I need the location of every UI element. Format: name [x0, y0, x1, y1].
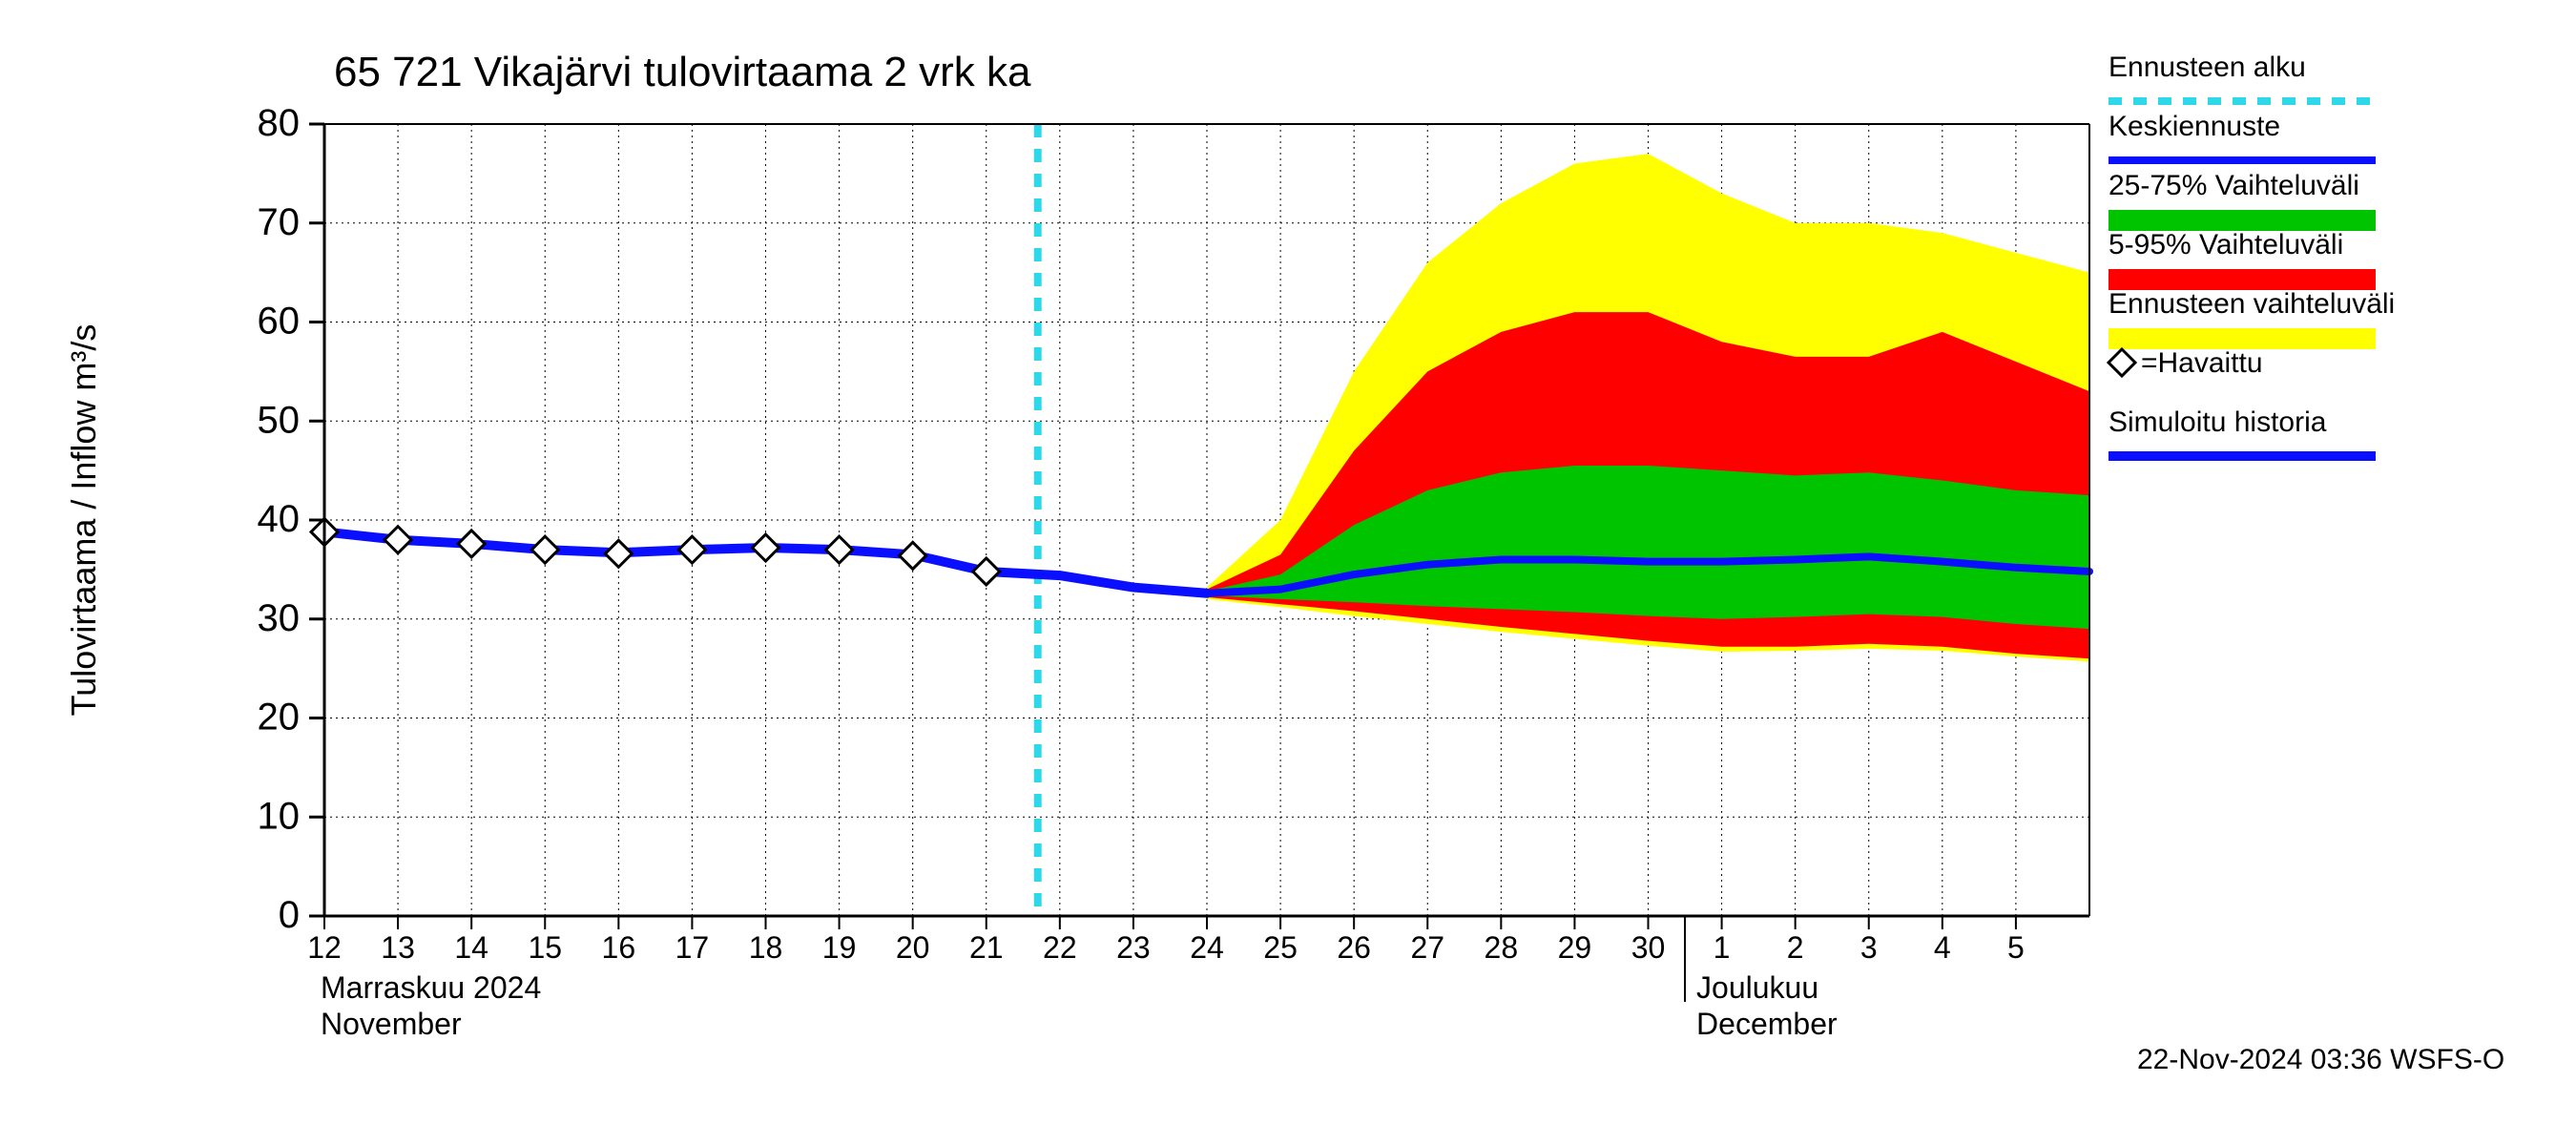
x-tick-label: 21: [969, 930, 1004, 965]
y-tick-label: 10: [258, 795, 301, 837]
x-tick-label: 28: [1485, 930, 1519, 965]
x-tick-label: 22: [1043, 930, 1077, 965]
y-tick-label: 30: [258, 597, 301, 639]
x-tick-label: 13: [381, 930, 415, 965]
legend-label-p5_95: 5-95% Vaihteluväli: [2109, 229, 2343, 260]
chart-title: 65 721 Vikajärvi tulovirtaama 2 vrk ka: [334, 49, 1031, 95]
legend-label-p25_75: 25-75% Vaihteluväli: [2109, 170, 2359, 201]
legend-label-sim_history: Simuloitu historia: [2109, 406, 2327, 438]
y-tick-label: 50: [258, 399, 301, 441]
x-tick-label: 30: [1631, 930, 1666, 965]
y-axis-label: Tulovirtaama / Inflow m³/s: [64, 324, 103, 717]
month2-en: December: [1696, 1007, 1838, 1041]
x-tick-label: 19: [822, 930, 857, 965]
y-tick-label: 0: [279, 894, 300, 936]
y-tick-label: 80: [258, 102, 301, 144]
x-tick-label: 2: [1787, 930, 1804, 965]
x-tick-label: 24: [1190, 930, 1224, 965]
month1-fi: Marraskuu 2024: [321, 970, 541, 1005]
x-tick-label: 15: [528, 930, 562, 965]
y-tick-label: 60: [258, 301, 301, 343]
x-tick-label: 20: [896, 930, 930, 965]
month1-en: November: [321, 1007, 462, 1041]
x-tick-label: 25: [1263, 930, 1298, 965]
legend-label-median: Keskiennuste: [2109, 111, 2280, 142]
chart-container: 0102030405060708012131415161718192021222…: [0, 0, 2576, 1145]
x-tick-label: 18: [749, 930, 783, 965]
x-tick-label: 27: [1410, 930, 1444, 965]
inflow-forecast-chart: 0102030405060708012131415161718192021222…: [0, 0, 2576, 1145]
x-tick-label: 26: [1337, 930, 1371, 965]
x-tick-label: 3: [1860, 930, 1878, 965]
legend-label-full_range: Ennusteen vaihteluväli: [2109, 288, 2395, 320]
x-tick-label: 4: [1934, 930, 1951, 965]
legend-label-forecast_start: Ennusteen alku: [2109, 52, 2306, 83]
x-tick-label: 5: [2007, 930, 2025, 965]
x-tick-label: 17: [675, 930, 710, 965]
x-tick-label: 16: [602, 930, 636, 965]
legend-swatch-p5_95: [2109, 269, 2376, 290]
month2-fi: Joulukuu: [1696, 970, 1818, 1005]
x-tick-label: 1: [1714, 930, 1731, 965]
x-tick-label: 29: [1558, 930, 1592, 965]
legend-swatch-p25_75: [2109, 210, 2376, 231]
y-tick-label: 70: [258, 201, 301, 243]
y-tick-label: 40: [258, 498, 301, 540]
x-tick-label: 12: [307, 930, 342, 965]
footer-timestamp: 22-Nov-2024 03:36 WSFS-O: [2137, 1044, 2504, 1075]
x-tick-label: 23: [1116, 930, 1151, 965]
legend-swatch-full_range: [2109, 328, 2376, 349]
legend-label-observed: =Havaittu: [2141, 347, 2263, 379]
x-tick-label: 14: [454, 930, 488, 965]
y-tick-label: 20: [258, 697, 301, 739]
